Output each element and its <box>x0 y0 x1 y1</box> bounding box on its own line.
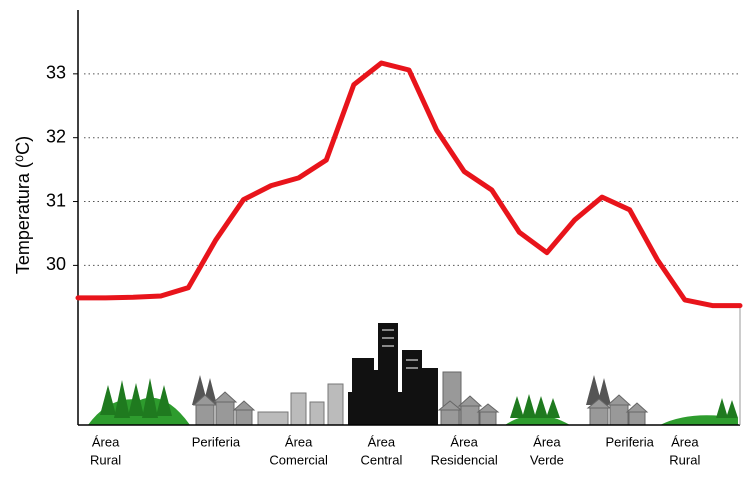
y-tick-label: 32 <box>46 126 66 146</box>
x-category-label: Rural <box>669 452 700 467</box>
y-tick-label: 33 <box>46 63 66 83</box>
x-category-label: Área <box>450 434 478 449</box>
y-tick-label: 31 <box>46 190 66 210</box>
x-category-label: Área <box>368 434 396 449</box>
x-category-label: Periferia <box>605 434 654 449</box>
x-category-label: Central <box>360 452 402 467</box>
x-category-label: Comercial <box>269 452 328 467</box>
temperature-line <box>75 60 743 309</box>
x-category-label: Área <box>671 434 699 449</box>
x-category-label: Área <box>285 434 313 449</box>
x-category-label: Área <box>533 434 561 449</box>
x-category-label: Rural <box>90 452 121 467</box>
x-category-label: Residencial <box>431 452 498 467</box>
illustration <box>77 10 741 426</box>
x-category-label: Área <box>92 434 120 449</box>
x-category-label: Verde <box>530 452 564 467</box>
y-tick-label: 30 <box>46 254 66 274</box>
y-axis-label: Temperatura (⁰C) <box>13 136 33 274</box>
x-category-label: Periferia <box>192 434 241 449</box>
